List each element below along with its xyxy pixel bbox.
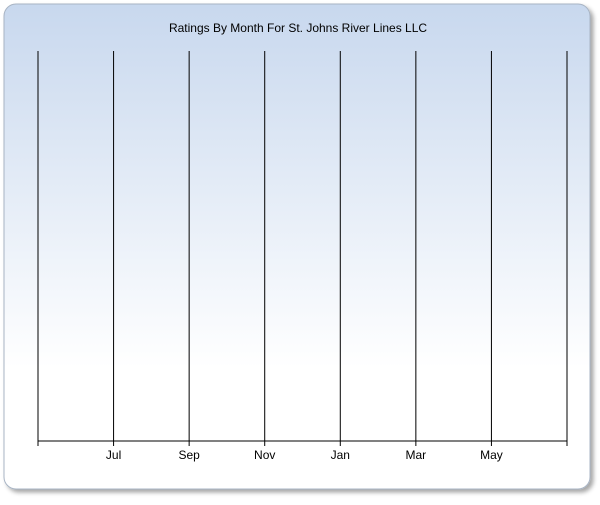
x-tick-label: May (480, 448, 503, 462)
chart-title: Ratings By Month For St. Johns River Lin… (169, 21, 427, 35)
x-tick-label: Jan (331, 448, 350, 462)
chart-panel (3, 3, 591, 490)
x-tick-label: Mar (406, 448, 427, 462)
x-tick-label: Jul (106, 448, 121, 462)
x-tick-label: Nov (254, 448, 275, 462)
x-tick-label: Sep (178, 448, 200, 462)
